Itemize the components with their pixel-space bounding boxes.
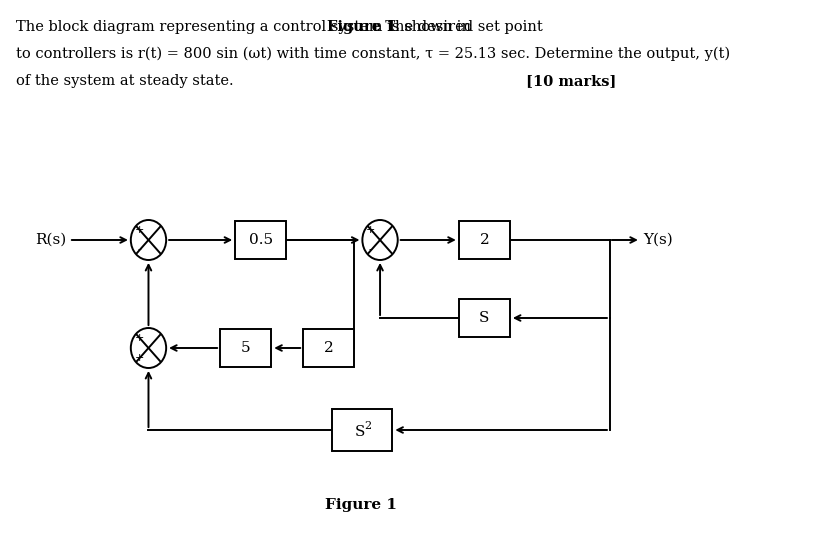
Text: +: + [366, 225, 376, 234]
Text: +: + [135, 225, 144, 234]
Text: Figure 1: Figure 1 [327, 20, 396, 34]
Text: S: S [479, 311, 489, 325]
Text: to controllers is r(t) = 800 sin (ωt) with time constant, τ = 25.13 sec. Determi: to controllers is r(t) = 800 sin (ωt) wi… [16, 47, 730, 62]
Circle shape [131, 220, 166, 260]
Text: +: + [135, 353, 144, 363]
Bar [458, 221, 510, 259]
Circle shape [131, 328, 166, 368]
Text: -: - [137, 245, 141, 255]
Bar [458, 299, 510, 337]
Text: Y(s): Y(s) [644, 233, 673, 247]
Bar [333, 409, 392, 451]
Bar [303, 329, 355, 367]
Bar [235, 221, 287, 259]
Text: 0.5: 0.5 [248, 233, 273, 247]
Text: R(s): R(s) [35, 233, 67, 247]
Text: The block diagram representing a control system is shown in: The block diagram representing a control… [16, 20, 475, 34]
Text: of the system at steady state.: of the system at steady state. [16, 74, 234, 88]
Text: -: - [369, 245, 373, 255]
Text: [10 marks]: [10 marks] [526, 74, 616, 88]
Bar [220, 329, 271, 367]
Circle shape [363, 220, 398, 260]
Text: 2: 2 [480, 233, 489, 247]
Text: 2: 2 [324, 341, 333, 355]
Text: +: + [135, 333, 144, 342]
Text: 5: 5 [241, 341, 251, 355]
Text: . The desired set point: . The desired set point [376, 20, 542, 34]
Text: S: S [355, 425, 365, 439]
Text: 2: 2 [364, 421, 371, 431]
Text: Figure 1: Figure 1 [324, 498, 396, 512]
